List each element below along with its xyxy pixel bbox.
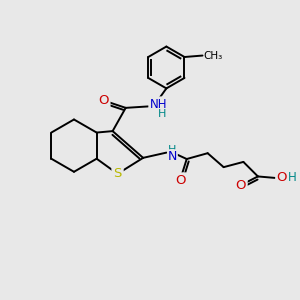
Text: O: O bbox=[98, 94, 109, 107]
Text: H: H bbox=[288, 171, 297, 184]
Text: O: O bbox=[175, 174, 186, 187]
Text: S: S bbox=[113, 167, 122, 180]
Text: H: H bbox=[158, 109, 166, 119]
Text: H: H bbox=[168, 145, 176, 155]
Text: O: O bbox=[235, 179, 246, 192]
Text: N: N bbox=[168, 150, 177, 163]
Text: CH₃: CH₃ bbox=[204, 50, 223, 61]
Text: O: O bbox=[276, 171, 286, 184]
Text: NH: NH bbox=[149, 98, 167, 111]
